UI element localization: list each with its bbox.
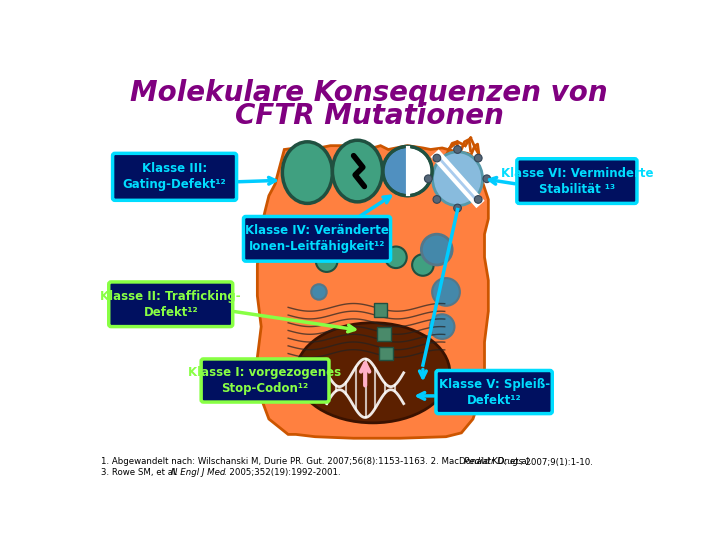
Text: Pediatr Drugs: Pediatr Drugs (464, 457, 523, 467)
Circle shape (454, 146, 462, 153)
Text: Klasse II: Trafficking-
Defekt¹²: Klasse II: Trafficking- Defekt¹² (100, 290, 241, 319)
Circle shape (297, 235, 318, 256)
Text: 3. Rowe SM, et al.: 3. Rowe SM, et al. (101, 468, 181, 476)
Text: . 2007;9(1):1-10.: . 2007;9(1):1-10. (520, 457, 593, 467)
FancyBboxPatch shape (436, 370, 552, 414)
Text: Molekulare Konsequenzen von: Molekulare Konsequenzen von (130, 79, 608, 107)
Text: N Engl J Med: N Engl J Med (171, 468, 225, 476)
Ellipse shape (433, 152, 482, 206)
FancyBboxPatch shape (243, 217, 390, 261)
Text: Klasse V: Spleiß-
Defekt¹²: Klasse V: Spleiß- Defekt¹² (438, 377, 549, 407)
FancyBboxPatch shape (517, 159, 637, 204)
Circle shape (425, 175, 432, 183)
FancyBboxPatch shape (379, 347, 393, 361)
Text: Klasse III:
Gating-Defekt¹²: Klasse III: Gating-Defekt¹² (123, 163, 226, 191)
Text: Klasse IV: Veränderte
Ionen-Leitfähigkeit¹²: Klasse IV: Veränderte Ionen-Leitfähigkei… (245, 224, 389, 253)
Circle shape (412, 254, 433, 276)
Text: . 2005;352(19):1992-2001.: . 2005;352(19):1992-2001. (224, 468, 341, 476)
FancyBboxPatch shape (112, 153, 237, 200)
FancyBboxPatch shape (374, 303, 387, 316)
Circle shape (433, 154, 441, 162)
Polygon shape (257, 146, 488, 438)
Circle shape (343, 237, 364, 259)
Circle shape (483, 175, 490, 183)
FancyBboxPatch shape (201, 359, 329, 402)
Circle shape (421, 234, 452, 265)
Text: Klasse VI: Verminderte
Stabilität ¹³: Klasse VI: Verminderte Stabilität ¹³ (500, 166, 653, 195)
Circle shape (385, 247, 407, 268)
Ellipse shape (282, 142, 333, 204)
Wedge shape (408, 146, 432, 195)
Circle shape (311, 284, 327, 300)
Circle shape (474, 195, 482, 203)
FancyBboxPatch shape (109, 282, 233, 327)
Wedge shape (383, 146, 408, 195)
Circle shape (432, 278, 460, 306)
Circle shape (454, 204, 462, 212)
Ellipse shape (296, 323, 450, 423)
Circle shape (474, 154, 482, 162)
Text: Klasse I: vorgezogenes
Stop-Codon¹²: Klasse I: vorgezogenes Stop-Codon¹² (189, 366, 341, 395)
Ellipse shape (333, 140, 382, 202)
Circle shape (430, 314, 454, 339)
Circle shape (316, 251, 338, 272)
Text: CFTR Mutationen: CFTR Mutationen (235, 102, 503, 130)
Circle shape (433, 195, 441, 203)
Text: 1. Abgewandelt nach: Wilschanski M, Durie PR. Gut. 2007;56(8):1153-1163. 2. MacD: 1. Abgewandelt nach: Wilschanski M, Duri… (101, 457, 534, 467)
FancyBboxPatch shape (377, 327, 392, 341)
